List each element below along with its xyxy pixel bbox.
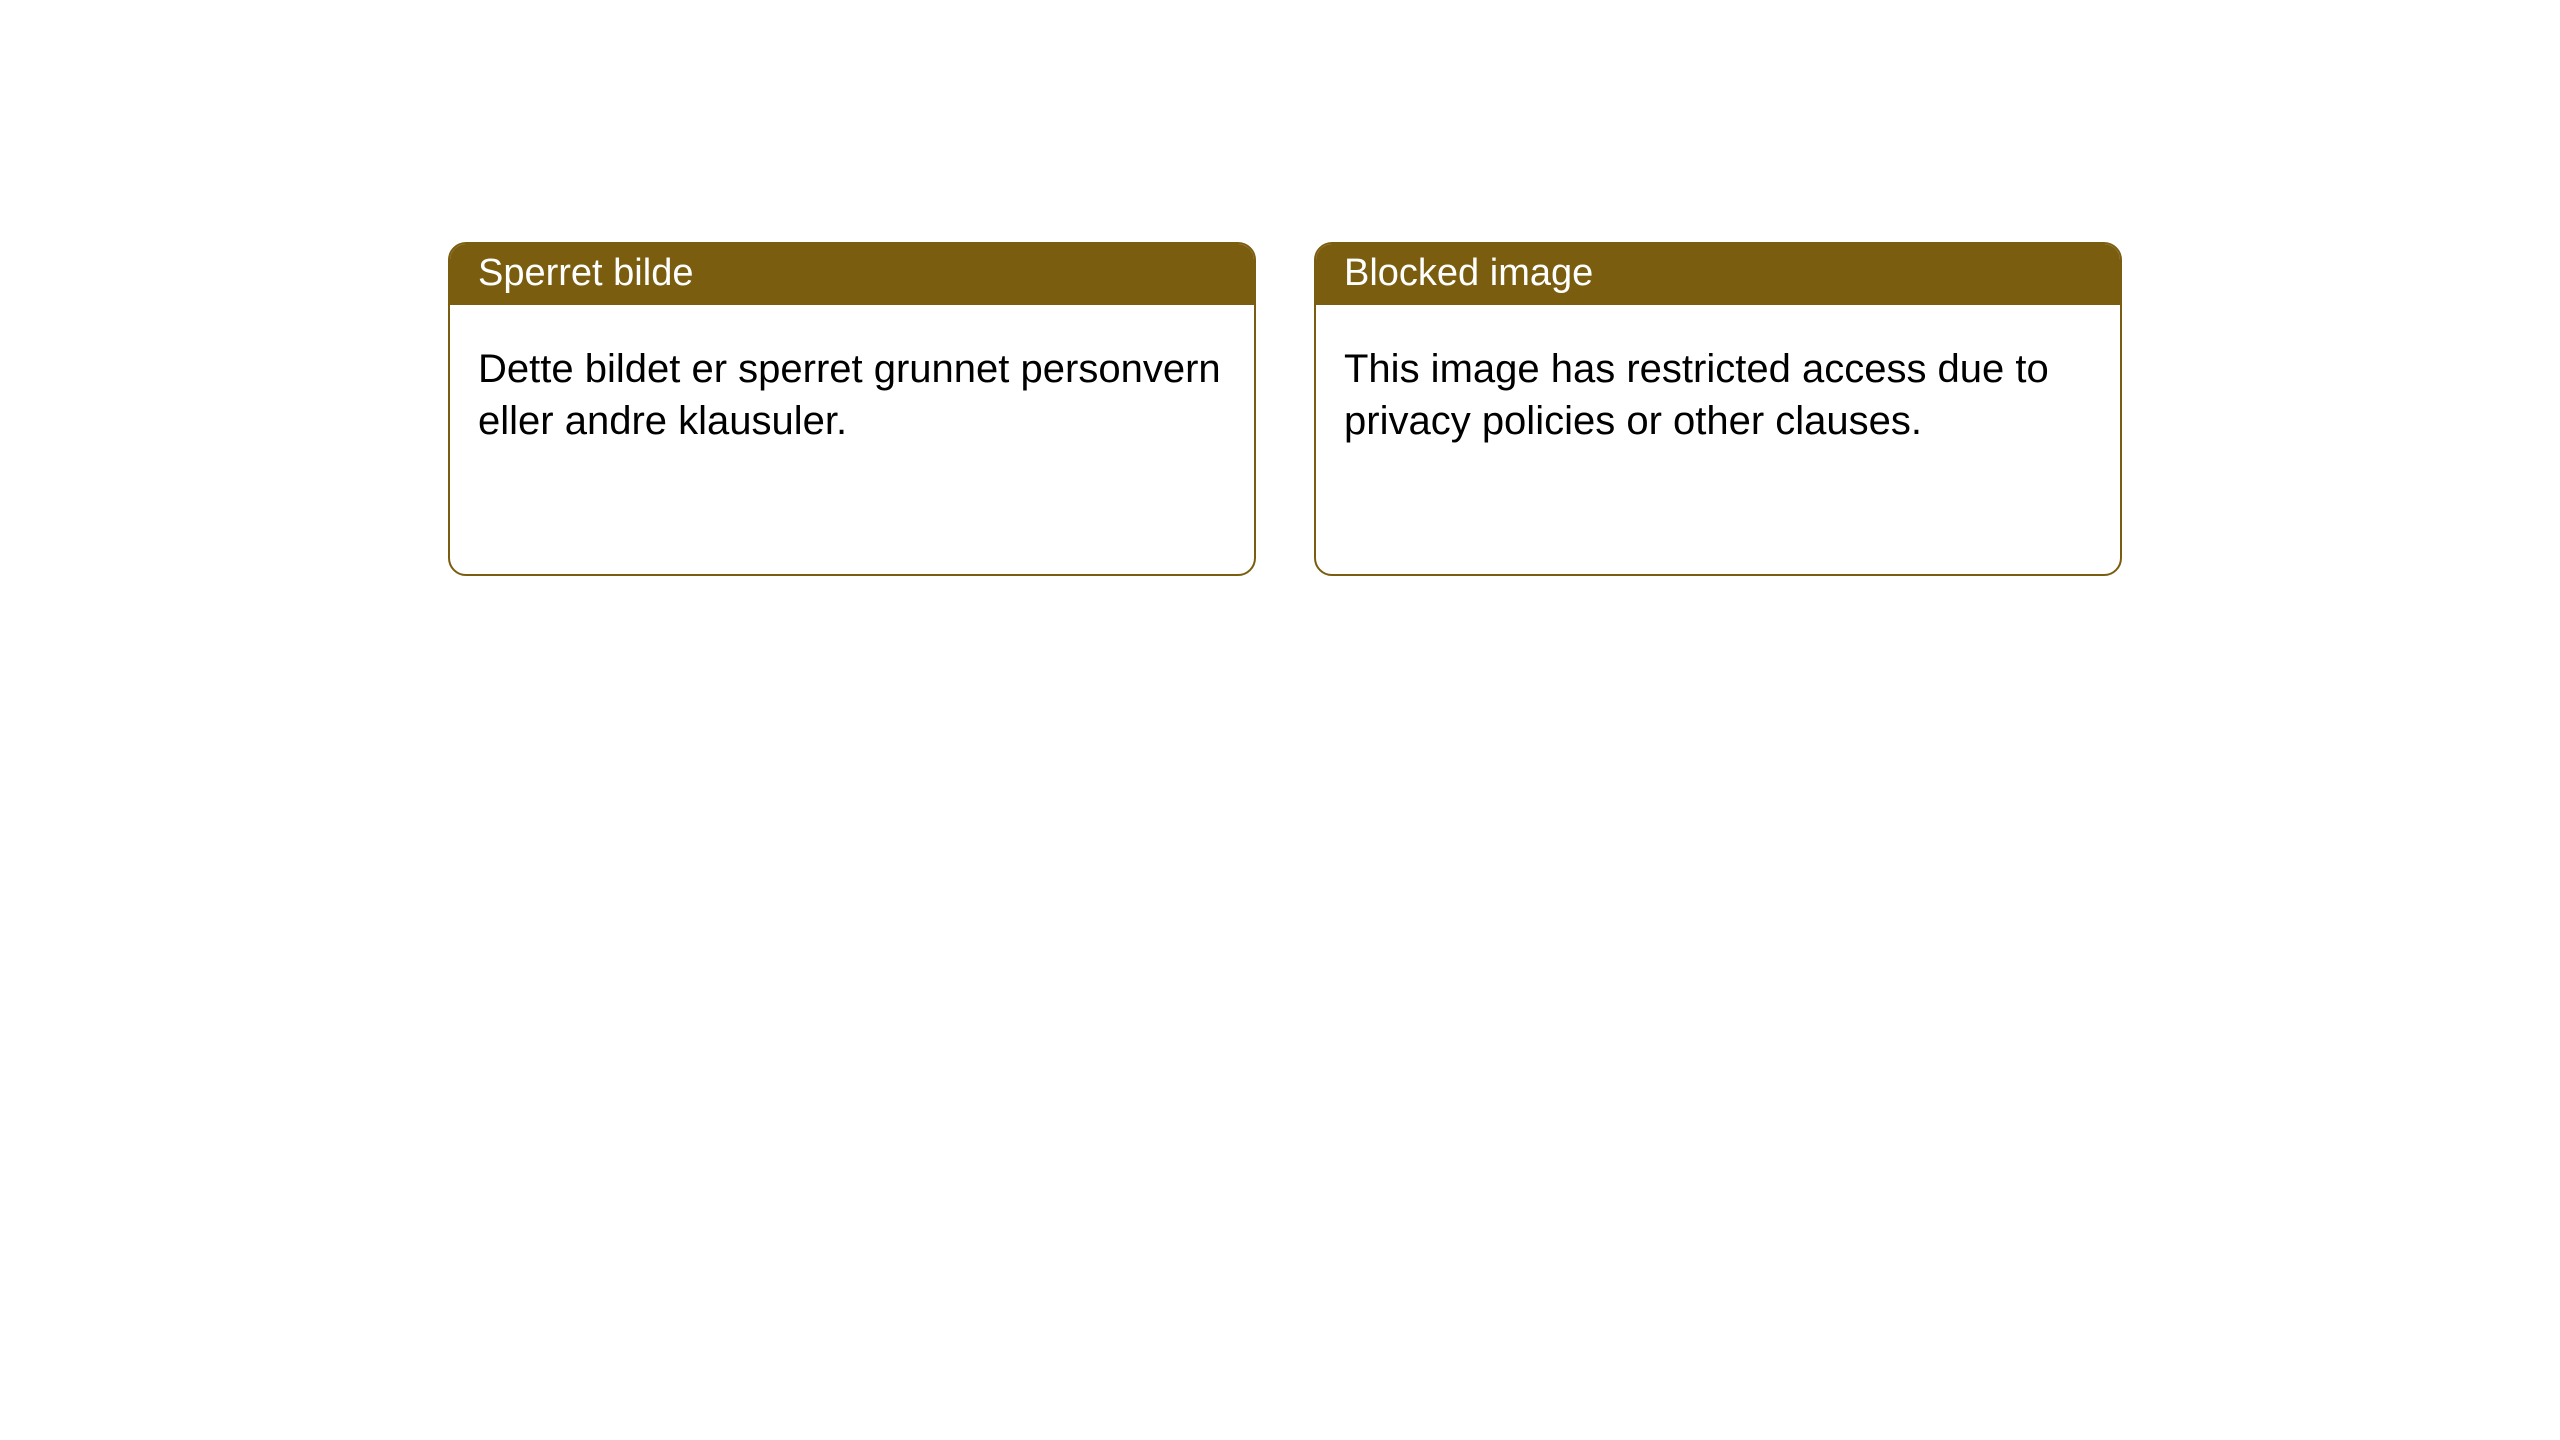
blocked-image-card-english: Blocked image This image has restricted … [1314,242,2122,576]
card-body-norwegian: Dette bildet er sperret grunnet personve… [450,305,1254,475]
blocked-image-card-norwegian: Sperret bilde Dette bildet er sperret gr… [448,242,1256,576]
card-body-english: This image has restricted access due to … [1316,305,2120,475]
card-header-norwegian: Sperret bilde [450,244,1254,305]
card-header-english: Blocked image [1316,244,2120,305]
notice-container: Sperret bilde Dette bildet er sperret gr… [0,0,2560,576]
